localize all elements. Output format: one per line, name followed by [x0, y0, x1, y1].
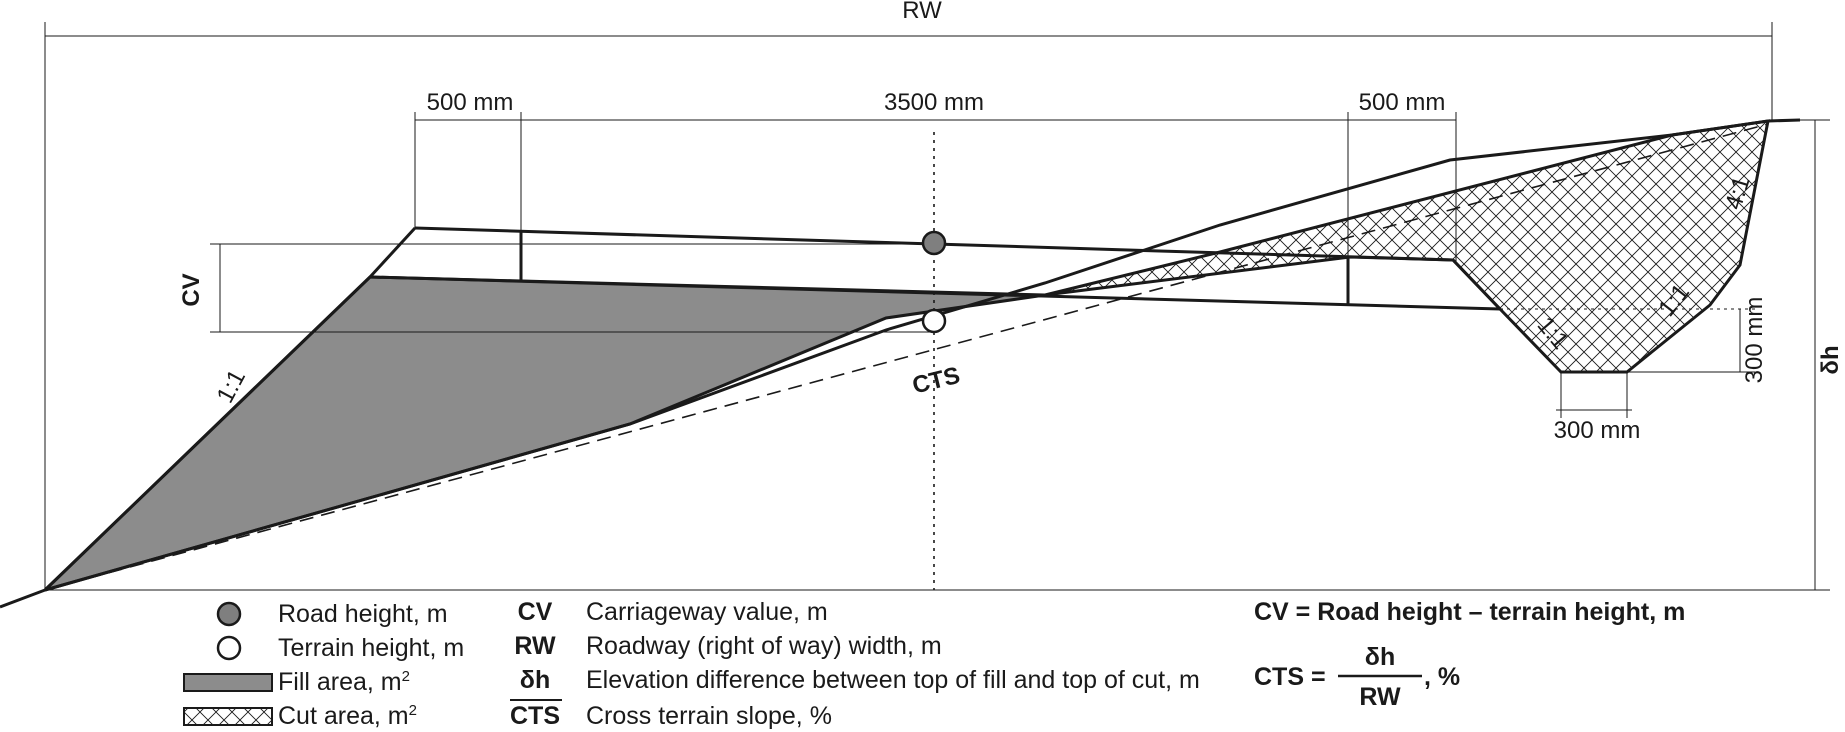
fill-area [43, 275, 1046, 592]
cts-terrain-label: CTS [910, 362, 963, 400]
legend-terrain-height-symbol [216, 635, 242, 661]
delta-h-dimension-label: δh [1817, 345, 1844, 374]
abbr-cts-description: Cross terrain slope, % [586, 702, 832, 730]
cts-formula-unit: , % [1424, 663, 1460, 691]
legend-cut-area-label: Cut area, m2 [278, 702, 417, 730]
abbr-cv: CV [518, 598, 553, 626]
terrain-slope-dashed [44, 123, 1769, 591]
road-height-marker [921, 230, 947, 256]
legend-cut-area-symbol [183, 707, 273, 726]
cts-formula-denominator: RW [1359, 683, 1401, 711]
abbr-cts: CTS [510, 702, 560, 730]
abbr-cv-description: Carriageway value, m [586, 598, 828, 626]
legend-terrain-height-label: Terrain height, m [278, 634, 464, 662]
legend-fill-area-label: Fill area, m2 [278, 668, 410, 696]
cts-formula-lhs: CTS = [1254, 663, 1326, 691]
cts-formula-numerator: δh [1365, 643, 1395, 671]
abbr-rw-description: Roadway (right of way) width, m [586, 632, 942, 660]
cv-formula: CV = Road height – terrain height, m [1254, 598, 1685, 626]
rw-dimension-label: RW [902, 0, 942, 24]
legend-road-height-label: Road height, m [278, 600, 448, 628]
legend-fill-area-symbol [183, 673, 273, 692]
ditch-depth-dimension: 300 mm [1741, 297, 1768, 384]
shoulder-left-dimension: 500 mm [427, 89, 514, 116]
carriageway-dimension: 3500 mm [884, 89, 984, 116]
abbr-rw: RW [514, 632, 556, 660]
legend-road-height-symbol [216, 601, 242, 627]
abbr-delta-h-description: Elevation difference between top of fill… [586, 666, 1200, 694]
ditch-width-dimension: 300 mm [1554, 417, 1641, 444]
abbr-delta-h: δh [520, 666, 550, 694]
shoulder-right-dimension: 500 mm [1359, 89, 1446, 116]
terrain-height-marker [921, 308, 947, 334]
terrain-line [0, 118, 1801, 609]
cv-dimension-label: CV [178, 273, 205, 306]
dimension-lines [44, 22, 1830, 591]
